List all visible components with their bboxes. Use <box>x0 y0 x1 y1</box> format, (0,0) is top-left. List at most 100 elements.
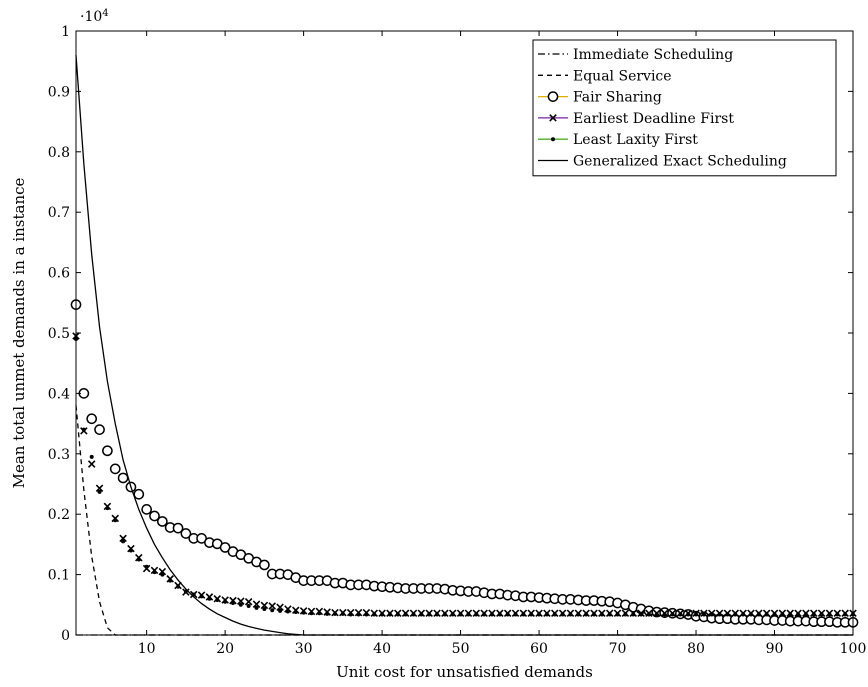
y-axis-label: Mean total unmet demands in a instance <box>10 177 28 488</box>
data-point <box>333 611 337 616</box>
data-point <box>109 463 121 475</box>
data-point <box>260 601 269 610</box>
data-point <box>95 484 104 492</box>
legend-marker <box>549 114 557 122</box>
data-point <box>725 612 730 617</box>
data-point <box>544 612 549 617</box>
series-earliest-deadline-first <box>72 332 857 618</box>
data-point <box>230 600 235 605</box>
x-tick-label: 90 <box>766 641 784 657</box>
data-point <box>639 612 644 617</box>
data-point <box>325 611 330 616</box>
data-point <box>686 612 691 617</box>
data-point <box>340 611 345 616</box>
data-point <box>576 612 581 617</box>
y-tick-label: 0 <box>61 628 70 644</box>
x-tick-label: 70 <box>609 641 627 657</box>
data-point <box>827 612 832 617</box>
data-point <box>843 612 848 617</box>
y-tick-label: 0.2 <box>48 507 70 523</box>
data-point <box>741 612 746 617</box>
data-point <box>395 612 400 617</box>
data-point <box>701 612 706 617</box>
data-point <box>654 612 659 617</box>
data-point <box>149 510 160 522</box>
data-point <box>102 445 113 457</box>
y-tick-label: 0.5 <box>48 326 70 342</box>
data-point <box>513 612 518 617</box>
plot-marks <box>70 55 859 636</box>
data-point <box>450 612 455 617</box>
y-tick-label: 0.9 <box>48 84 70 100</box>
data-point <box>403 612 408 617</box>
data-point <box>788 612 793 617</box>
data-point <box>615 612 620 617</box>
x-tick-label: 40 <box>373 641 391 657</box>
data-point <box>709 612 714 617</box>
legend-label: Generalized Exact Scheduling <box>573 154 787 170</box>
legend-marker <box>547 91 559 102</box>
data-point <box>278 608 283 613</box>
data-point <box>733 612 738 617</box>
data-point <box>427 612 432 617</box>
y-tick-label: 0.4 <box>48 386 70 402</box>
data-point <box>419 612 424 617</box>
data-point <box>835 612 840 617</box>
data-point <box>584 612 589 617</box>
series-equal-service <box>75 405 853 636</box>
data-point <box>252 600 261 608</box>
data-point <box>199 594 204 599</box>
legend-label: Fair Sharing <box>573 90 662 106</box>
data-point <box>537 612 542 617</box>
data-point <box>121 539 126 544</box>
data-point <box>819 612 824 617</box>
data-point <box>780 612 785 617</box>
data-point <box>259 559 270 571</box>
y-multiplier-exponent: 4 <box>102 8 108 19</box>
data-point <box>156 516 168 527</box>
series-fair-sharing <box>70 299 859 628</box>
data-point <box>772 612 777 617</box>
data-point <box>136 557 141 562</box>
data-point <box>592 612 596 617</box>
data-point <box>244 598 253 606</box>
x-tick-label: 10 <box>138 641 156 657</box>
data-point <box>144 564 149 569</box>
data-point <box>237 597 245 605</box>
data-point <box>105 506 110 511</box>
x-tick-label: 20 <box>216 641 234 657</box>
x-tick-label: 80 <box>687 641 705 657</box>
data-point <box>293 610 298 615</box>
data-point <box>364 612 369 617</box>
legend-box <box>532 39 837 177</box>
data-point <box>717 612 722 617</box>
y-tick-label: 0.8 <box>48 145 70 161</box>
x-tick-label: 60 <box>530 641 548 657</box>
data-point <box>215 597 220 602</box>
y-tick-label: 0.3 <box>48 447 70 463</box>
data-point <box>119 534 127 543</box>
data-point <box>497 612 502 617</box>
data-point <box>662 612 667 617</box>
data-point <box>276 603 284 611</box>
data-point <box>646 612 651 617</box>
data-point <box>128 548 133 553</box>
data-point <box>678 612 683 617</box>
data-point <box>97 489 102 494</box>
legend-label: Least Laxity First <box>573 132 698 148</box>
data-point <box>748 612 753 617</box>
data-point <box>133 488 145 500</box>
data-point <box>348 612 353 617</box>
data-point <box>172 522 184 534</box>
data-point <box>811 612 816 617</box>
data-point <box>803 612 808 617</box>
data-point <box>623 612 628 617</box>
data-point <box>356 612 361 617</box>
data-point <box>505 612 510 617</box>
data-point <box>238 602 243 607</box>
legend-label: Immediate Scheduling <box>573 47 733 63</box>
data-point <box>694 612 699 617</box>
data-point <box>254 605 259 610</box>
data-point <box>94 424 105 435</box>
data-point <box>117 472 129 484</box>
